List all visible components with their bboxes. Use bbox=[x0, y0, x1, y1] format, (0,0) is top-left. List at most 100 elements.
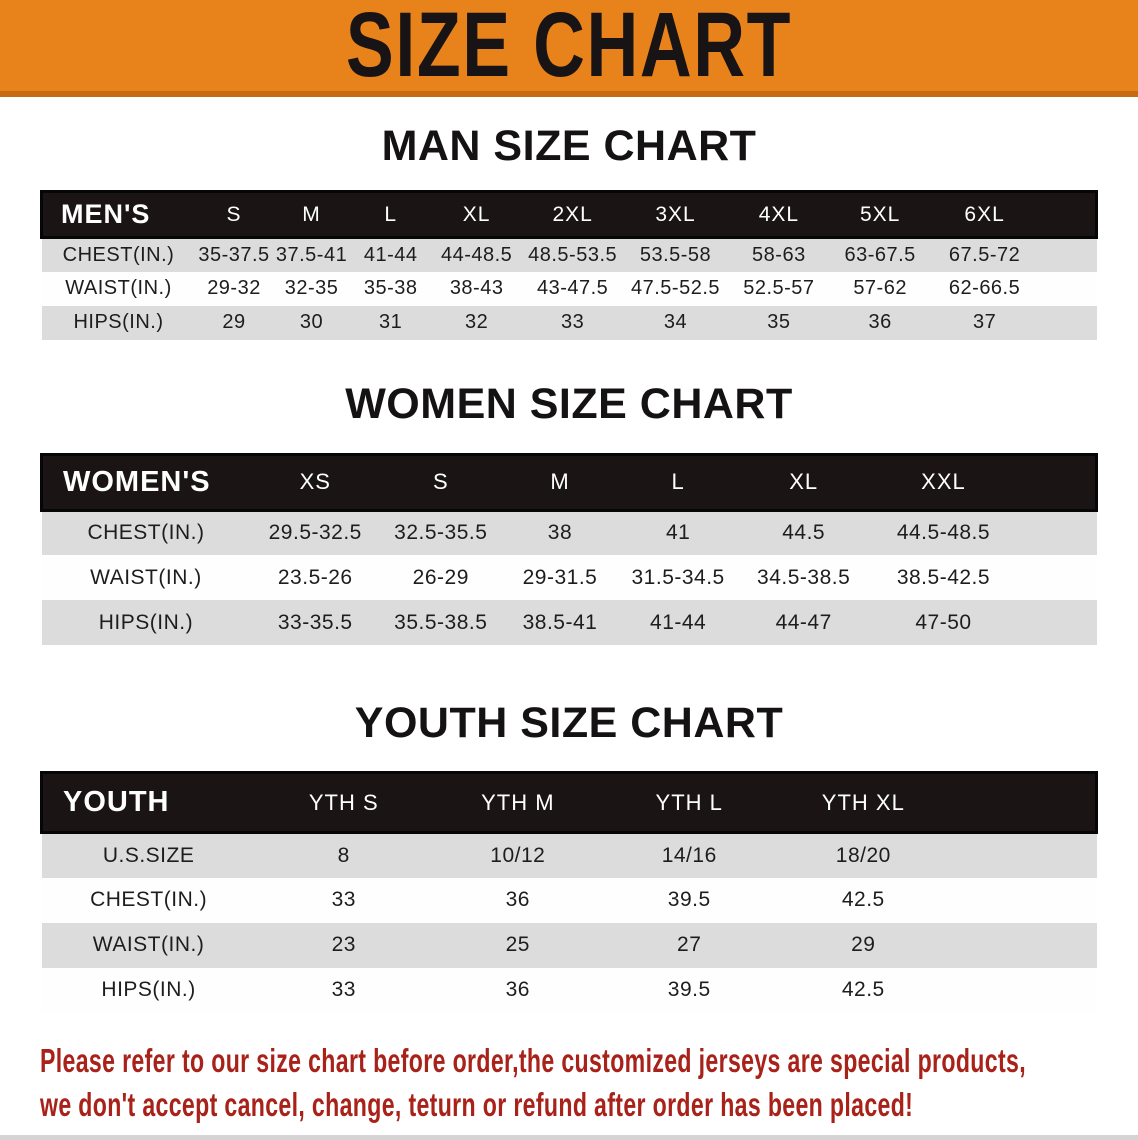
size-value-cell: 47-50 bbox=[915, 610, 972, 634]
size-column-header: S bbox=[380, 452, 502, 512]
table-header-label: WOMEN'S bbox=[40, 452, 251, 512]
size-value-cell: 39.5 bbox=[667, 888, 711, 911]
size-value-cell: 41-44 bbox=[650, 610, 707, 634]
size-value-cell: 44.5 bbox=[782, 521, 826, 545]
size-column-header: XL bbox=[737, 452, 870, 512]
table-header-row: MEN'S S M L XL 2XL 3XL 4XL 5XL 6XL bbox=[39, 190, 1099, 239]
women-section-title: WOMEN SIZE CHART bbox=[345, 379, 793, 428]
size-value-cell: 53.5-58 bbox=[639, 243, 712, 266]
table-row: U.S.SIZE 8 10/12 14/16 18/20 bbox=[41, 832, 1097, 878]
youth-size-table: YOUTH YTH S YTH M YTH L YTH XL U.S.SIZE 8 10/12… bbox=[39, 771, 1098, 1013]
size-value-cell: 14/16 bbox=[661, 843, 717, 867]
size-value-cell: 23.5-26 bbox=[277, 565, 353, 589]
size-value-cell: 38-43 bbox=[449, 277, 504, 299]
row-label: CHEST(IN.) bbox=[62, 243, 175, 266]
table-row: HIPS(IN.) 29 30 31 32 33 34 35 36 37 bbox=[41, 305, 1097, 340]
table-header-label: MEN'S bbox=[39, 190, 196, 239]
size-column-header: L bbox=[618, 452, 738, 512]
row-filler bbox=[1038, 272, 1096, 306]
row-label: HIPS(IN.) bbox=[101, 978, 196, 1001]
size-value-cell: 67.5-72 bbox=[948, 243, 1021, 266]
row-label: U.S.SIZE bbox=[102, 843, 195, 867]
row-filler bbox=[952, 833, 1097, 878]
disclaimer-line-1: Please refer to our size chart before or… bbox=[40, 1041, 1026, 1079]
row-filler bbox=[952, 968, 1097, 1013]
table-row: WAIST(IN.) 29-32 32-35 35-38 38-43 43-47.5 47.… bbox=[41, 271, 1097, 306]
size-value-cell: 58-63 bbox=[752, 243, 806, 266]
men-size-table: MEN'S S M L XL 2XL 3XL 4XL 5XL 6XL CHEST(IN.) 35-37… bbox=[39, 190, 1099, 340]
size-value-cell: 42.5 bbox=[841, 978, 885, 1001]
size-column-header: YTH XL bbox=[774, 771, 952, 834]
size-value-cell: 32.5-35.5 bbox=[394, 521, 488, 545]
size-value-cell: 62-66.5 bbox=[948, 277, 1021, 299]
size-value-cell: 48.5-53.5 bbox=[528, 243, 618, 266]
size-value-cell: 36 bbox=[868, 311, 892, 333]
row-filler bbox=[1017, 555, 1096, 600]
disclaimer-line-2: we don't accept cancel, change, teturn o… bbox=[40, 1085, 914, 1123]
row-label: CHEST(IN.) bbox=[87, 521, 205, 545]
size-column-header: 4XL bbox=[728, 190, 830, 239]
size-value-cell: 57-62 bbox=[853, 277, 907, 299]
header-filler bbox=[1038, 190, 1099, 239]
size-column-header: 3XL bbox=[622, 190, 729, 239]
size-value-cell: 35-37.5 bbox=[198, 243, 270, 266]
size-value-cell: 39.5 bbox=[667, 978, 711, 1001]
row-label: WAIST(IN.) bbox=[92, 933, 205, 956]
bottom-edge bbox=[0, 1134, 1138, 1140]
size-value-cell: 34 bbox=[663, 311, 688, 333]
size-value-cell: 37.5-41 bbox=[275, 243, 348, 266]
header-filler bbox=[1017, 452, 1099, 512]
size-value-cell: 29-32 bbox=[207, 277, 261, 299]
row-filler bbox=[1038, 306, 1096, 340]
row-label: HIPS(IN.) bbox=[73, 311, 164, 333]
table-header-label: YOUTH bbox=[39, 771, 256, 834]
size-value-cell: 52.5-57 bbox=[743, 277, 815, 299]
table-row: HIPS(IN.) 33 36 39.5 42.5 bbox=[41, 967, 1097, 1013]
size-value-cell: 25 bbox=[505, 933, 530, 956]
banner-title: SIZE CHART bbox=[345, 0, 793, 96]
row-filler bbox=[1017, 510, 1096, 555]
table-header-row: YOUTH YTH S YTH M YTH L YTH XL bbox=[39, 771, 1098, 834]
size-value-cell: 26-29 bbox=[412, 565, 469, 589]
size-value-cell: 23 bbox=[331, 933, 356, 956]
size-column-header: S bbox=[195, 190, 273, 239]
size-value-cell: 35.5-38.5 bbox=[394, 610, 488, 634]
size-value-cell: 29 bbox=[851, 933, 876, 956]
size-value-cell: 29.5-32.5 bbox=[268, 521, 362, 545]
size-value-cell: 27 bbox=[677, 933, 702, 956]
size-column-header: YTH L bbox=[603, 771, 775, 834]
size-value-cell: 44.5-48.5 bbox=[896, 521, 991, 545]
size-value-cell: 10/12 bbox=[490, 843, 546, 867]
size-value-cell: 41-44 bbox=[363, 243, 418, 266]
size-column-header: 6XL bbox=[930, 190, 1039, 239]
size-value-cell: 42.5 bbox=[841, 888, 885, 911]
row-label: CHEST(IN.) bbox=[90, 888, 208, 911]
table-row: CHEST(IN.) 29.5-32.5 32.5-35.5 38 41 44.5 44.5… bbox=[41, 510, 1097, 555]
youth-section-title: YOUTH SIZE CHART bbox=[354, 699, 784, 747]
header-filler bbox=[951, 771, 1098, 834]
size-value-cell: 32 bbox=[465, 311, 489, 333]
size-value-cell: 38 bbox=[547, 521, 573, 545]
size-value-cell: 35 bbox=[767, 311, 791, 333]
order-disclaimer: Please refer to our size chart before or… bbox=[40, 1039, 1104, 1127]
row-filler bbox=[1038, 238, 1096, 272]
size-column-header: M bbox=[272, 190, 351, 239]
size-value-cell: 36 bbox=[505, 888, 530, 911]
size-value-cell: 63-67.5 bbox=[844, 243, 916, 266]
size-column-header: XS bbox=[250, 452, 381, 512]
size-column-header: 5XL bbox=[829, 190, 931, 239]
man-section-title: MAN SIZE CHART bbox=[381, 122, 757, 170]
size-value-cell: 44-47 bbox=[775, 610, 832, 634]
size-value-cell: 35-38 bbox=[363, 277, 418, 299]
size-value-cell: 44-48.5 bbox=[440, 243, 513, 266]
size-column-header: XXL bbox=[869, 452, 1018, 512]
size-value-cell: 8 bbox=[337, 843, 350, 867]
row-label: WAIST(IN.) bbox=[90, 565, 202, 589]
size-value-cell: 29-31.5 bbox=[522, 565, 598, 589]
table-row: HIPS(IN.) 33-35.5 35.5-38.5 38.5-41 41-44 44-… bbox=[41, 600, 1097, 645]
size-value-cell: 33 bbox=[331, 888, 356, 911]
size-value-cell: 33 bbox=[561, 311, 585, 333]
row-filler bbox=[952, 878, 1097, 923]
size-value-cell: 36 bbox=[505, 978, 530, 1001]
row-filler bbox=[952, 923, 1097, 968]
